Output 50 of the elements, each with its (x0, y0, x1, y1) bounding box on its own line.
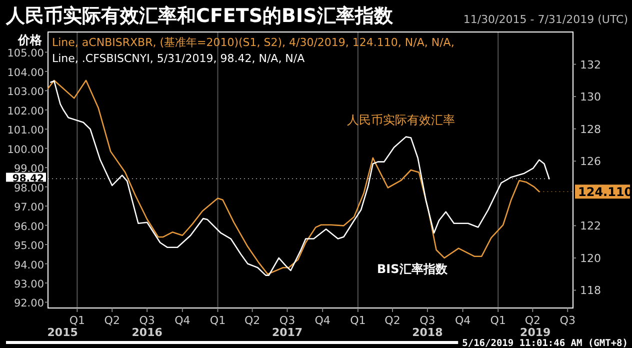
x-tick-label: Q4 (174, 314, 190, 327)
x-tick-label: Q3 (279, 314, 296, 327)
y-tick-label: 102.00 (7, 105, 44, 118)
x-tick-label: Q2 (384, 314, 400, 327)
chart-title: 人民币实际有效汇率和CFETS的BIS汇率指数 (5, 5, 394, 27)
y-tick-label: 100.00 (7, 144, 44, 156)
y-axis-title: 价格 (17, 33, 43, 47)
y2-tick-label: 118 (580, 284, 601, 298)
y-tick-label: 92.00 (14, 298, 44, 310)
x-tick-label: Q3 (139, 314, 155, 327)
x-tick-label: Q1 (350, 314, 366, 327)
y-tick-label: 97.00 (14, 202, 44, 214)
x-tick-label: Q2 (244, 314, 260, 327)
y-tick-label: 98.00 (14, 182, 44, 194)
y2-tick-label: 132 (580, 58, 601, 72)
y-tick-label: 103.00 (7, 86, 44, 98)
y2-tick-label: 120 (580, 252, 601, 265)
x-tick-label: Q2 (104, 314, 120, 327)
y-tick-label: 95.00 (14, 240, 44, 252)
x-tick-label: Q1 (490, 314, 506, 327)
x-tick-label: Q4 (454, 314, 471, 327)
x2-tick-label: 2019 (520, 326, 551, 339)
annotation: Line, aCNBISRXBR, (基准年=2010)(S1, S2), 4/30/2019, 124.110, N/A, N/A, (52, 36, 454, 49)
text: 5/16/2019 11:01:46 AM (GMT+8) (462, 338, 628, 348)
x-tick-label: Q3 (420, 314, 436, 327)
x2-tick-label: 2016 (132, 326, 163, 339)
x2-tick-label: 2017 (272, 326, 303, 339)
y-tick-label: 104.00 (7, 66, 44, 79)
y2-tick-label: 122 (580, 220, 601, 233)
y2-tick-label: 128 (580, 122, 601, 136)
y-tick-label: 94.00 (14, 259, 44, 272)
annotation: BIS汇率指数 (377, 262, 448, 276)
y-tick-label: 101.00 (7, 124, 44, 137)
y2-tick-label: 130 (580, 90, 601, 104)
data-label: 98.42 (12, 173, 44, 184)
x2-tick-label: 2015 (47, 326, 78, 339)
y2-tick-label: 126 (580, 155, 601, 168)
y-tick-label: 96.00 (14, 220, 44, 233)
y-tick-label: 99.00 (14, 163, 44, 176)
x2-tick-label: 2018 (412, 326, 443, 339)
x-tick-label: Q1 (69, 314, 86, 327)
y-tick-label: 105.00 (7, 48, 44, 60)
x-tick-label: Q2 (524, 314, 541, 327)
annotation: Line, .CFSBISCNYI, 5/31/2019, 98.42, N/A, N/A (52, 52, 306, 65)
x-tick-label: Q4 (314, 314, 330, 327)
x-tick-label: Q3 (560, 314, 576, 327)
y-tick-label: 93.00 (14, 278, 44, 290)
annotation: 人民币实际有效汇率 (347, 113, 455, 127)
chart-subtitle: 11/30/2015 - 7/31/2019 (UTC) (463, 13, 628, 26)
x-tick-label: Q1 (210, 314, 226, 327)
